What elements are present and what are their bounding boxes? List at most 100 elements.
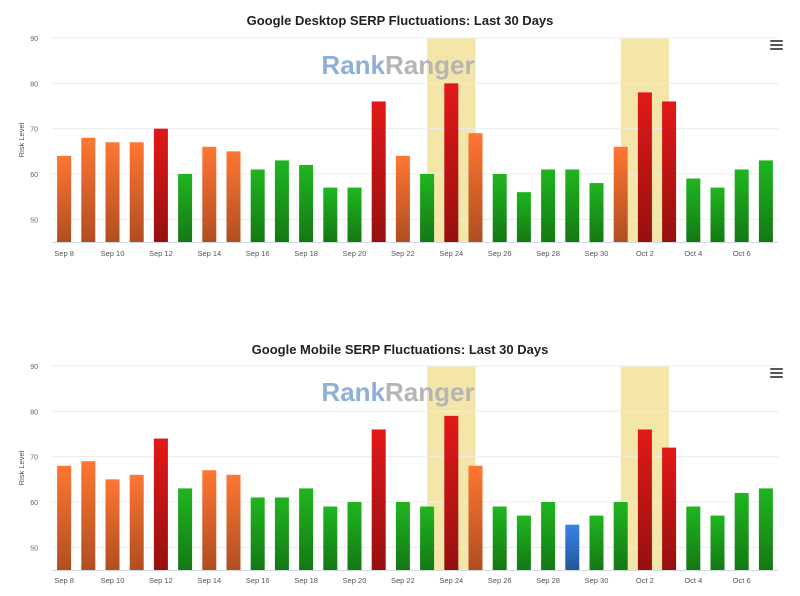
x-tick-label: Sep 28 <box>536 576 560 585</box>
x-tick-label: Sep 12 <box>149 576 173 585</box>
bar <box>637 429 652 570</box>
bar <box>105 142 120 242</box>
x-tick-label: Sep 10 <box>101 249 125 258</box>
bar <box>105 479 120 570</box>
x-tick-label: Sep 12 <box>149 249 173 258</box>
x-tick-label: Sep 30 <box>585 249 609 258</box>
chart-title: Google Mobile SERP Fluctuations: Last 30… <box>251 342 549 357</box>
bar <box>323 187 338 242</box>
bar <box>347 502 362 570</box>
y-tick-label: 50 <box>30 545 38 552</box>
bar <box>299 164 314 242</box>
bar <box>371 429 386 570</box>
chart-plot: 50 60 70 80 90 RankRanger Sep 8 Sep 10 Sep 12 Sep… <box>17 364 778 585</box>
bar <box>444 415 459 570</box>
x-tick-label: Sep 24 <box>439 576 463 585</box>
bar <box>178 174 193 242</box>
bar <box>250 497 265 570</box>
y-tick-label: 60 <box>30 500 38 507</box>
bar <box>516 515 531 570</box>
bar <box>565 169 580 242</box>
bar <box>178 488 193 570</box>
bar <box>710 515 725 570</box>
bar <box>734 492 749 570</box>
bar <box>516 192 531 242</box>
x-tick-label: Sep 30 <box>585 576 609 585</box>
bar <box>758 160 773 242</box>
chart-plot: 50 60 70 80 90 RankRanger Sep 8 Sep 10 Sep 12 Sep… <box>17 36 778 258</box>
bar <box>492 506 507 570</box>
bar <box>395 502 410 570</box>
hamburger-menu-icon[interactable] <box>770 368 783 379</box>
x-tick-label: Oct 2 <box>636 576 654 585</box>
x-tick-label: Sep 10 <box>101 576 125 585</box>
x-tick-label: Sep 8 <box>54 576 74 585</box>
bar <box>541 502 556 570</box>
x-tick-label: Sep 22 <box>391 249 415 258</box>
x-tick-label: Sep 18 <box>294 576 318 585</box>
y-tick-label: 50 <box>30 217 38 224</box>
x-tick-label: Sep 22 <box>391 576 415 585</box>
bar <box>202 470 217 570</box>
bar <box>468 465 483 570</box>
bar <box>202 146 217 242</box>
bar <box>81 461 96 570</box>
bar <box>395 155 410 242</box>
bar <box>686 506 701 570</box>
bar <box>565 524 580 570</box>
bar <box>129 474 144 570</box>
hamburger-menu-icon[interactable] <box>770 40 783 51</box>
bar <box>274 160 289 242</box>
bar <box>758 488 773 570</box>
x-tick-label: Oct 4 <box>684 249 702 258</box>
bar <box>734 169 749 242</box>
bar <box>129 142 144 242</box>
y-tick-label: 70 <box>30 455 38 462</box>
bar <box>420 506 435 570</box>
y-tick-label: 80 <box>30 81 38 88</box>
bar <box>468 133 483 242</box>
bar <box>153 128 168 242</box>
x-tick-label: Sep 16 <box>246 576 270 585</box>
watermark-logo: RankRanger <box>321 377 474 407</box>
x-tick-label: Oct 6 <box>733 576 751 585</box>
x-tick-label: Sep 14 <box>197 249 221 258</box>
x-tick-label: Oct 2 <box>636 249 654 258</box>
bar <box>274 497 289 570</box>
x-tick-label: Sep 24 <box>439 249 463 258</box>
bar <box>589 183 604 242</box>
x-tick-label: Oct 6 <box>733 249 751 258</box>
x-tick-label: Sep 28 <box>536 249 560 258</box>
y-tick-label: 80 <box>30 409 38 416</box>
desktop-serp-chart: Google Desktop SERP Fluctuations: Last 3… <box>17 13 783 258</box>
bar <box>371 101 386 242</box>
bar <box>613 146 628 242</box>
y-axis-label: Risk Level <box>17 450 26 485</box>
y-axis-label: Risk Level <box>17 122 26 157</box>
bar <box>613 502 628 570</box>
bar <box>323 506 338 570</box>
mobile-serp-chart: Google Mobile SERP Fluctuations: Last 30… <box>0 328 800 596</box>
x-tick-label: Sep 16 <box>246 249 270 258</box>
bar <box>662 447 677 570</box>
watermark-logo: RankRanger <box>321 50 474 80</box>
y-tick-label: 70 <box>30 127 38 134</box>
y-tick-label: 90 <box>30 36 38 43</box>
bar <box>226 474 241 570</box>
bar <box>662 101 677 242</box>
bar <box>250 169 265 242</box>
bar <box>57 465 72 570</box>
y-tick-label: 90 <box>30 364 38 371</box>
bar <box>444 83 459 242</box>
bar <box>81 137 96 242</box>
x-tick-label: Sep 20 <box>343 249 367 258</box>
bar <box>299 488 314 570</box>
x-tick-label: Sep 20 <box>343 576 367 585</box>
bar <box>686 178 701 242</box>
bar <box>57 155 72 242</box>
bar <box>226 151 241 242</box>
bar <box>710 187 725 242</box>
bar <box>637 92 652 243</box>
bar <box>492 174 507 242</box>
bar <box>589 515 604 570</box>
